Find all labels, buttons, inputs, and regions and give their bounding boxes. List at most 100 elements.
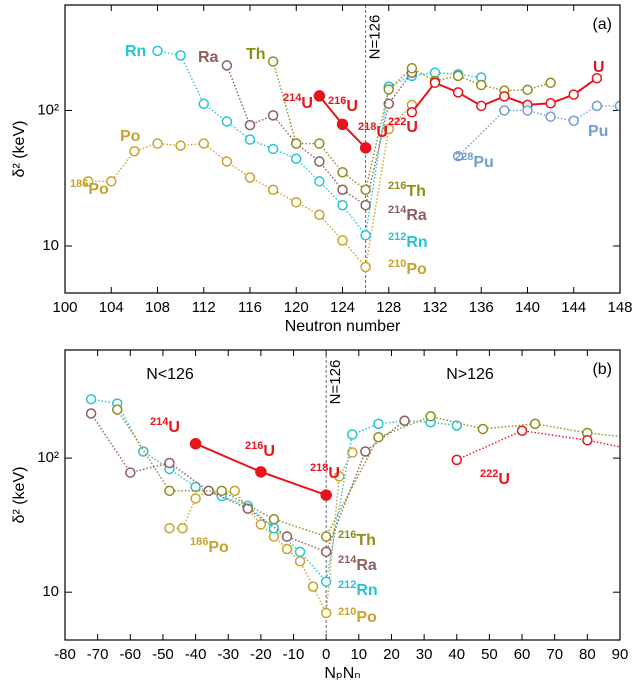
data-point: [244, 134, 256, 145]
data-point: [516, 425, 528, 436]
data-point: [189, 437, 202, 450]
mass-number: 186: [70, 178, 88, 190]
data-point: [429, 77, 441, 89]
series-line: [116, 409, 620, 538]
mass-number: 214: [388, 204, 407, 216]
x-tick-label: -50: [152, 646, 174, 663]
data-point: [255, 466, 267, 478]
data-point: [451, 420, 463, 431]
data-point: [267, 56, 279, 67]
mass-number: 186: [190, 536, 208, 548]
data-point: [85, 408, 97, 419]
data-point: [591, 100, 603, 112]
mass-number: 222: [480, 468, 498, 480]
y-tick-label: 10²: [37, 101, 59, 118]
data-point: [203, 485, 214, 497]
element-symbol: Po: [208, 539, 229, 556]
data-point: [267, 110, 279, 121]
x-tick-label: 112: [192, 299, 216, 316]
data-point: [591, 72, 603, 84]
annotation: N<126: [146, 366, 194, 383]
x-tick-label: 124: [330, 299, 355, 316]
element-symbol: Ra: [356, 557, 377, 574]
series-label: Rn: [125, 43, 146, 60]
element-symbol: U: [346, 98, 358, 115]
data-point: [314, 138, 325, 149]
isotope-label: 222U: [480, 468, 510, 488]
data-point: [267, 143, 279, 155]
reference-label: N=126: [367, 15, 384, 60]
data-point: [522, 105, 533, 116]
isotope-label: 186Po: [70, 178, 109, 198]
data-point: [106, 176, 117, 187]
x-tick-label: 120: [284, 299, 309, 316]
x-tick-label: -40: [185, 646, 207, 663]
mass-number: 214: [150, 416, 169, 428]
x-tick-label: 10: [350, 646, 367, 663]
data-point: [383, 84, 394, 95]
data-point: [582, 434, 593, 446]
data-point: [320, 607, 332, 619]
mass-number: 210: [388, 258, 406, 270]
panel-label: (a): [592, 16, 612, 33]
x-tick-label: 132: [422, 299, 447, 316]
mass-number: 212: [338, 579, 356, 591]
mass-number: 222: [388, 116, 406, 128]
series-label: Pu: [588, 123, 608, 140]
mass-number: 214: [338, 554, 357, 566]
data-point: [383, 98, 394, 110]
data-point: [337, 199, 348, 211]
mass-number: 216: [328, 95, 346, 107]
x-tick-label: 80: [579, 646, 596, 663]
data-point: [307, 581, 319, 592]
x-tick-label: 0: [322, 646, 330, 663]
element-symbol: Po: [88, 181, 109, 198]
data-point: [244, 119, 256, 131]
isotope-label: 212Rn: [388, 231, 428, 251]
element-symbol: U: [301, 95, 313, 112]
panel-label: (b): [592, 361, 612, 378]
element-symbol: U: [168, 419, 180, 436]
data-point: [175, 50, 186, 61]
data-point: [347, 447, 358, 458]
series-line: [456, 430, 620, 461]
data-point: [164, 522, 175, 534]
data-point: [451, 454, 463, 466]
x-tick-label: 70: [546, 646, 563, 663]
data-point: [347, 429, 358, 440]
data-point: [360, 230, 371, 241]
isotope-label: 216U: [245, 440, 275, 460]
series-label: Th: [246, 46, 266, 63]
data-point: [291, 153, 302, 165]
element-symbol: Po: [406, 261, 427, 278]
mass-number: 216: [338, 529, 356, 541]
mass-number: 218: [310, 462, 328, 474]
isotope-label: 214U: [150, 416, 180, 436]
element-symbol: Rn: [406, 234, 427, 251]
x-tick-label: 90: [612, 646, 629, 663]
y-tick-label: 10: [42, 583, 59, 600]
data-point: [164, 457, 175, 469]
data-point: [314, 176, 325, 187]
data-point: [111, 404, 123, 415]
data-point: [268, 513, 280, 525]
data-point: [177, 522, 188, 534]
data-point: [320, 546, 332, 558]
isotope-label: 216Th: [388, 180, 426, 200]
mass-number: 228: [455, 151, 473, 163]
data-point: [190, 493, 201, 504]
x-tick-label: 116: [238, 299, 262, 316]
x-tick-label: 108: [145, 299, 170, 316]
data-point: [545, 77, 556, 89]
element-symbol: U: [498, 471, 510, 488]
series-line: [90, 413, 405, 553]
data-point: [568, 89, 579, 100]
element-symbol: U: [406, 119, 418, 136]
plot-frame: [64, 4, 621, 294]
data-point: [452, 70, 464, 82]
data-point: [333, 471, 345, 482]
series-label: Ra: [198, 49, 219, 66]
data-point: [314, 209, 325, 221]
x-tick-label: 100: [52, 299, 77, 316]
element-symbol: U: [328, 465, 340, 482]
